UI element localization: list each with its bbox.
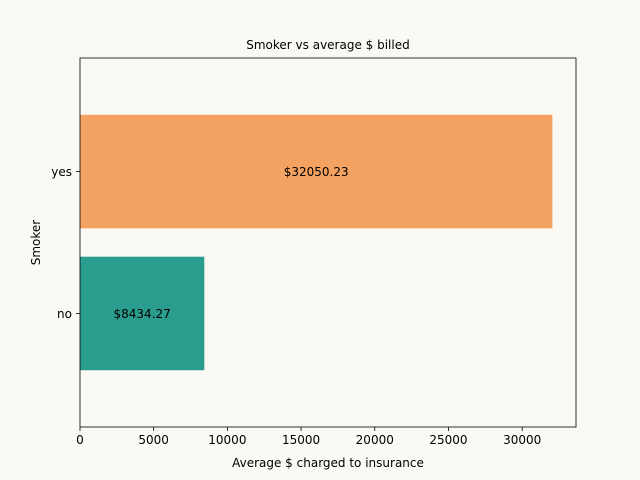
x-tick-label-30000: 30000 xyxy=(503,433,541,447)
y-tick-label-yes: yes xyxy=(51,165,72,179)
x-tick-label-0: 0 xyxy=(76,433,84,447)
chart-title: Smoker vs average $ billed xyxy=(246,38,409,52)
y-axis-label: Smoker xyxy=(29,220,43,266)
plot-frame xyxy=(79,57,577,428)
data-label-yes: $32050.23 xyxy=(284,165,349,179)
x-axis-label: Average $ charged to insurance xyxy=(232,456,424,470)
bar-no xyxy=(80,256,205,371)
y-tick-label-no: no xyxy=(57,307,72,321)
bar-yes xyxy=(80,114,553,229)
x-tick-label-10000: 10000 xyxy=(208,433,246,447)
x-tick-label-15000: 15000 xyxy=(282,433,320,447)
x-tick-label-25000: 25000 xyxy=(429,433,467,447)
x-tick-label-5000: 5000 xyxy=(138,433,169,447)
data-label-no: $8434.27 xyxy=(114,307,171,321)
x-tick-label-20000: 20000 xyxy=(356,433,394,447)
